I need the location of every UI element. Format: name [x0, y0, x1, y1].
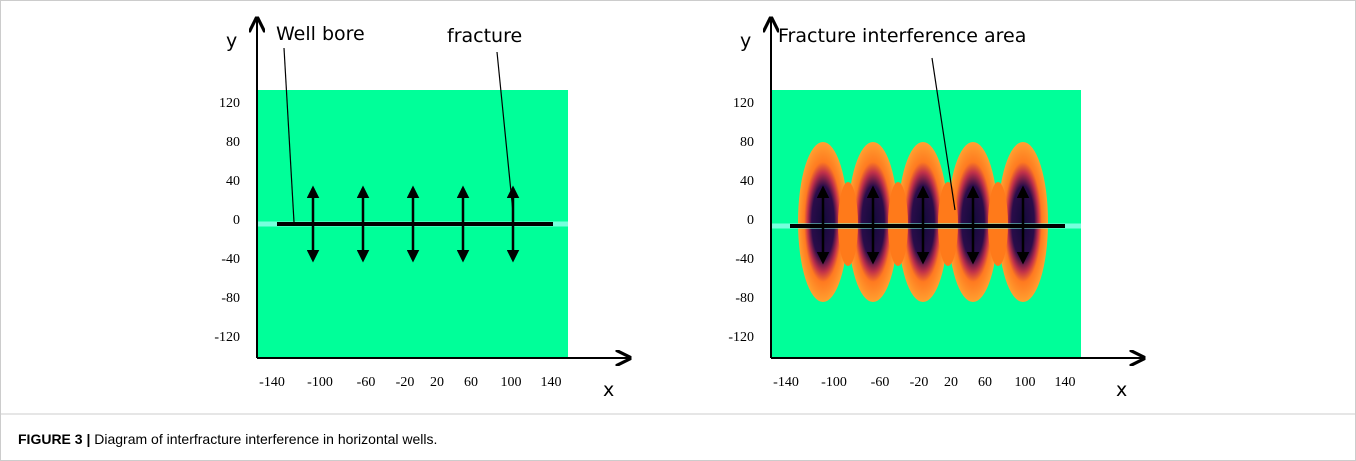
x-tick-label: 140 [1055, 375, 1076, 390]
leader-line [283, 47, 295, 223]
y-tick-label: 120 [733, 96, 754, 111]
x-tick-label: -20 [910, 375, 929, 390]
annotation: Well bore [276, 23, 365, 45]
y-tick-label: 80 [226, 135, 240, 150]
y-label: y [740, 30, 751, 52]
x-tick-label: 60 [978, 375, 992, 390]
x-tick-label: -140 [259, 375, 285, 390]
y-tick-label: -80 [221, 291, 240, 306]
x-label: x [1116, 379, 1127, 401]
annotation: fracture [447, 25, 522, 47]
x-tick-label: -20 [396, 375, 415, 390]
caption: FIGURE 3 | Diagram of interfracture inte… [18, 431, 437, 447]
y-tick-label: 80 [740, 135, 754, 150]
panel-right: y x Fracture interference area 120 80 40 0 -… [728, 18, 1144, 401]
y-tick-label: -40 [221, 252, 240, 267]
x-tick-label: 60 [464, 375, 478, 390]
caption-label: FIGURE 3 | [18, 431, 90, 447]
x-tick-label: -100 [821, 375, 847, 390]
y-label: y [226, 30, 237, 52]
y-tick-label: -120 [728, 330, 754, 345]
x-tick-label: 100 [501, 375, 522, 390]
caption-text: Diagram of interfracture interference in… [94, 431, 437, 447]
panel-left: y x Well bore fracture 120 80 40 0 -40 -80 -12… [214, 18, 630, 401]
y-tick-label: 0 [233, 213, 240, 228]
leader-line [931, 57, 956, 211]
x-tick-label: 140 [541, 375, 562, 390]
fractures [816, 185, 1030, 265]
x-label: x [603, 379, 614, 401]
x-tick-label: 20 [430, 375, 444, 390]
x-tick-label: -60 [357, 375, 376, 390]
x-tick-label: -140 [773, 375, 799, 390]
y-tick-label: -80 [735, 291, 754, 306]
y-tick-label: 40 [226, 174, 240, 189]
y-tick-label: 0 [747, 213, 754, 228]
x-tick-label: 100 [1015, 375, 1036, 390]
fractures [306, 185, 520, 263]
annotation: Fracture interference area [778, 25, 1026, 47]
y-tick-label: -120 [214, 330, 240, 345]
x-tick-label: 20 [944, 375, 958, 390]
leader-line [496, 51, 514, 213]
y-tick-label: 40 [740, 174, 754, 189]
x-tick-label: -60 [871, 375, 890, 390]
y-tick-label: -40 [735, 252, 754, 267]
y-tick-label: 120 [219, 96, 240, 111]
x-tick-label: -100 [307, 375, 333, 390]
